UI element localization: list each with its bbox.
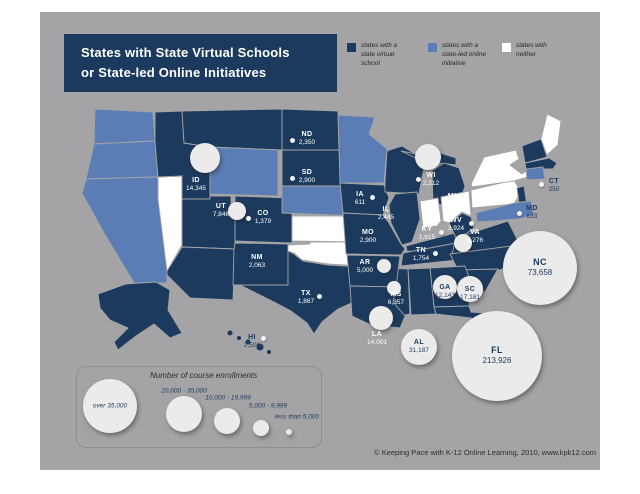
neither-swatch-icon: [502, 43, 511, 52]
state-ma: [524, 157, 558, 170]
state-or: [85, 140, 159, 180]
state-md: [475, 200, 535, 223]
state-ut: [181, 195, 236, 250]
state-ca: [81, 176, 168, 284]
us-map: [81, 108, 562, 355]
state-led-swatch-icon: [428, 43, 437, 52]
state-hi-island: [244, 338, 252, 346]
state-oh: [440, 190, 472, 224]
legend-item-virtual-school: states with a state virtual school: [347, 42, 413, 68]
size-legend-title: Number of course enrollments: [150, 371, 258, 380]
legend-item-state-led: states with a state-led online initiativ…: [428, 42, 494, 68]
state-vt-nh: [521, 138, 548, 164]
state-il: [388, 191, 421, 246]
state-ak: [97, 281, 183, 351]
state-hi-island: [255, 342, 265, 352]
state-tx: [241, 250, 370, 335]
legend-label: states with a state-led online initiativ…: [442, 42, 487, 67]
state-me: [540, 113, 562, 156]
state-ar: [346, 254, 401, 288]
virtual-school-swatch-icon: [347, 43, 356, 52]
state-in: [419, 197, 442, 229]
state-nd: [281, 108, 340, 151]
title-band: States with State Virtual Schools or Sta…: [64, 34, 337, 92]
state-co: [234, 195, 293, 244]
state-sd: [281, 149, 342, 187]
state-ga: [429, 265, 472, 308]
state-ct-ri: [525, 166, 546, 181]
page-title-line1: States with State Virtual Schools: [81, 44, 290, 60]
state-ny: [470, 149, 532, 188]
state-mo: [342, 212, 406, 256]
state-wa: [93, 108, 156, 145]
state-hi-island: [226, 329, 234, 337]
state-wi: [384, 145, 425, 195]
state-fl: [433, 305, 520, 354]
state-hi-island: [266, 349, 272, 355]
state-wy: [209, 146, 279, 197]
state-mn: [337, 114, 388, 184]
legend-label: states with neither: [516, 42, 547, 58]
legend-item-neither: states with neither: [502, 42, 568, 60]
state-mt: [181, 108, 283, 151]
footer-credit: © Keeping Pace with K-12 Online Learning…: [374, 448, 596, 457]
state-ia: [339, 182, 390, 216]
size-legend-box: [76, 366, 322, 448]
state-nm: [232, 242, 289, 286]
state-hi-island: [236, 335, 242, 341]
page-title-line2: or State-led Online Initiatives: [81, 65, 267, 80]
state-az: [166, 246, 236, 301]
legend-label: states with a state virtual school: [361, 42, 398, 67]
